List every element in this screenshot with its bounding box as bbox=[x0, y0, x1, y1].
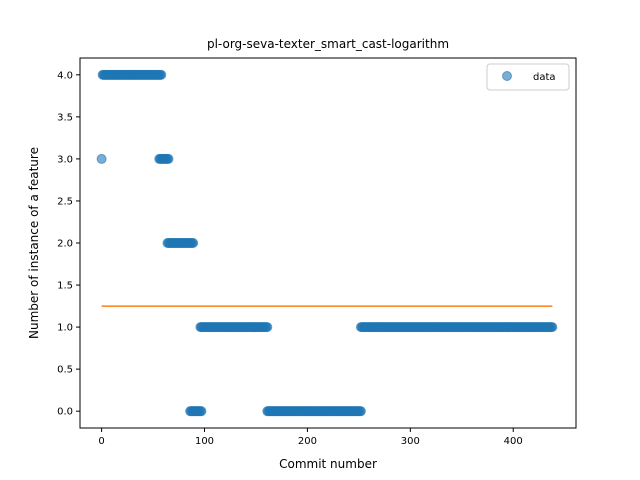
data-point bbox=[196, 406, 207, 417]
y-tick-label: 0.0 bbox=[57, 407, 73, 418]
data-point bbox=[547, 322, 558, 333]
x-tick-label: 0 bbox=[98, 436, 104, 447]
x-tick-label: 200 bbox=[298, 436, 317, 447]
data-point bbox=[156, 69, 167, 80]
y-tick-label: 1.0 bbox=[57, 323, 73, 334]
data-point bbox=[163, 153, 174, 164]
y-tick-label: 4.0 bbox=[57, 70, 73, 81]
y-tick-label: 3.0 bbox=[57, 154, 73, 165]
x-axis-ticks: 0 100 200 300 400 bbox=[98, 428, 523, 447]
plot-area bbox=[96, 69, 558, 417]
x-tick-label: 100 bbox=[195, 436, 214, 447]
y-tick-label: 2.0 bbox=[57, 239, 73, 250]
data-point bbox=[96, 153, 107, 164]
y-axis-title: Number of instance of a feature bbox=[27, 147, 41, 339]
x-axis-title: Commit number bbox=[279, 457, 377, 471]
y-tick-label: 2.5 bbox=[57, 196, 73, 207]
data-point bbox=[262, 322, 273, 333]
y-tick-label: 3.5 bbox=[57, 112, 73, 123]
chart-title: pl-org-seva-texter_smart_cast-logarithm bbox=[207, 37, 449, 51]
y-axis-ticks: 0.0 0.5 1.0 1.5 2.0 2.5 3.0 3.5 4.0 bbox=[57, 70, 80, 418]
x-tick-label: 300 bbox=[401, 436, 420, 447]
legend-label: data bbox=[533, 72, 556, 83]
legend: data bbox=[486, 63, 570, 91]
x-tick-label: 400 bbox=[504, 436, 523, 447]
legend-marker bbox=[502, 71, 512, 81]
y-tick-label: 0.5 bbox=[57, 365, 73, 376]
data-point bbox=[188, 238, 199, 248]
legend-box bbox=[486, 63, 570, 91]
y-tick-label: 1.5 bbox=[57, 281, 73, 292]
data-point bbox=[355, 406, 366, 417]
